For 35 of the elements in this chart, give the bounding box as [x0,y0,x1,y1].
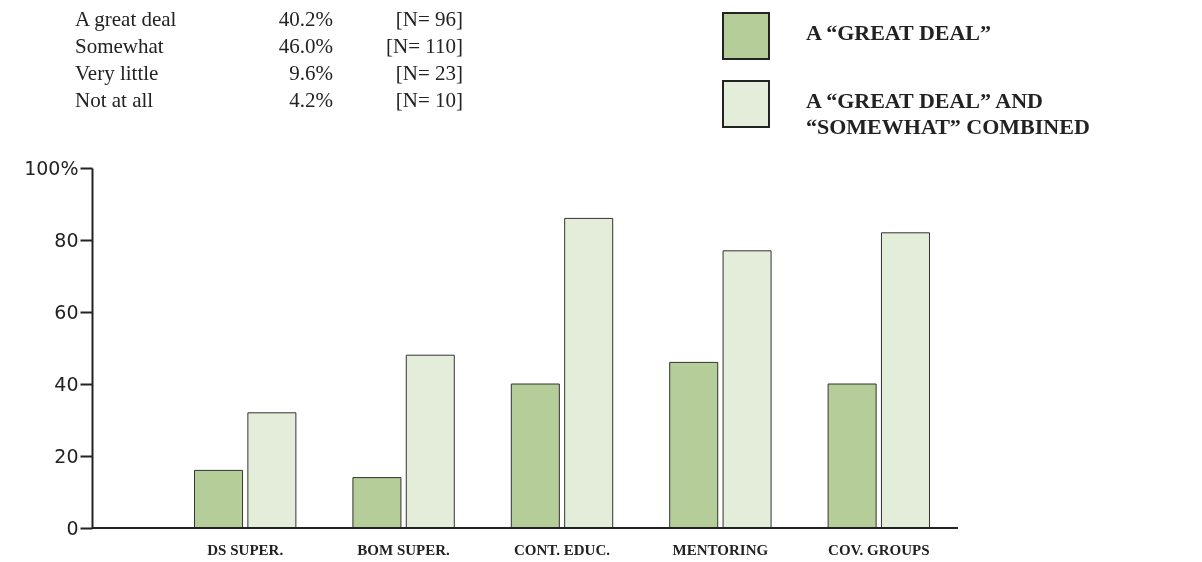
bar [564,217,614,529]
bar [405,354,455,529]
text: Very little [75,60,160,87]
x-tick-label: BOM SUPER. [357,541,451,558]
bar [510,383,560,529]
legend-label: A “GREAT DEAL” AND “SOMEWHAT” COMBINED [806,87,1091,140]
bar [722,250,772,529]
bar [880,232,930,529]
bar [247,412,297,529]
y-tick-label: 100% [24,156,79,179]
x-tick-label: MENTORING [672,541,769,558]
x-tick-label: CONT. EDUC. [514,541,611,558]
text: 4.2% [288,87,333,114]
text: 46.0% [277,33,333,60]
text: 40.2% [277,6,333,33]
text: [N= 110] [385,33,463,60]
text: [N= 10] [394,87,463,114]
y-tick-label: 40 [54,372,79,395]
y-tick-label: 80 [54,228,79,251]
text: 9.6% [288,60,333,87]
legend-label: A “GREAT DEAL” [806,19,992,46]
text: Somewhat [75,33,165,60]
y-tick-label: 60 [54,300,79,323]
text: A great deal [75,6,178,33]
x-tick-label: DS SUPER. [207,541,284,558]
text: Not at all [75,87,155,114]
y-tick-label: 20 [54,444,79,467]
x-tick-label: COV. GROUPS [828,541,930,558]
bar [352,477,402,529]
bar [669,361,719,529]
text: [N= 23] [394,60,463,87]
bar [827,383,877,529]
text: [N= 96] [394,6,463,33]
bar [194,469,244,529]
y-tick-label: 0 [66,516,79,539]
